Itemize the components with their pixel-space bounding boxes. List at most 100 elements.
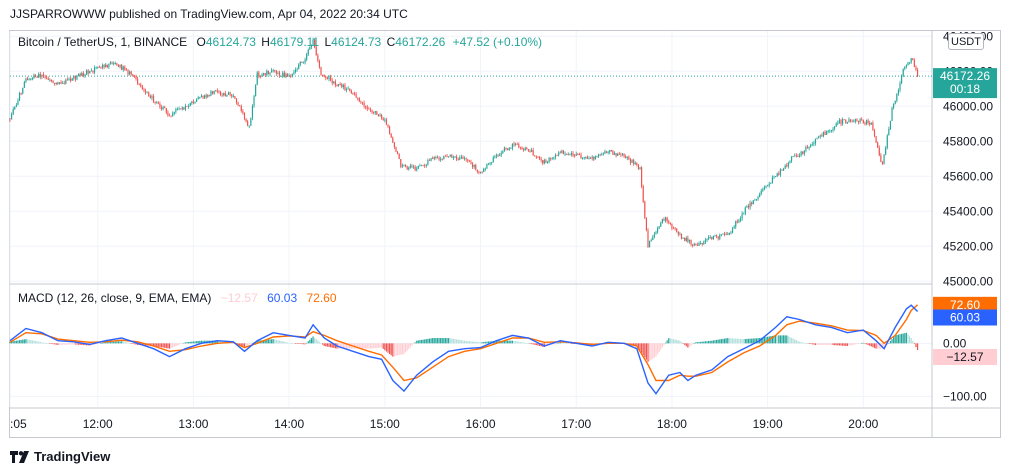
- candle-body: [666, 217, 668, 222]
- candle-body: [467, 159, 469, 161]
- candle-body: [798, 155, 801, 157]
- histogram-bar: [202, 340, 204, 344]
- tradingview-logo[interactable]: TradingView: [10, 449, 110, 464]
- histogram-bar: [74, 343, 76, 345]
- candle-body: [18, 93, 21, 101]
- candle-body: [224, 93, 226, 97]
- candle-body: [79, 73, 81, 76]
- hist-marker-box: [933, 349, 997, 366]
- candle-body: [916, 69, 919, 77]
- histogram-bar: [173, 343, 175, 347]
- candle-body: [538, 157, 541, 159]
- macd-marker-text: 60.03: [950, 311, 980, 325]
- candle-body: [735, 221, 737, 227]
- histogram-bar: [433, 338, 435, 344]
- histogram-bar: [671, 338, 673, 344]
- candle-body: [513, 143, 515, 145]
- candle-body: [706, 238, 708, 240]
- candle-body: [888, 128, 890, 136]
- histogram-bar: [668, 338, 670, 344]
- macd-marker: 60.03: [933, 309, 997, 326]
- candle-body: [580, 154, 582, 159]
- histogram-bar: [904, 333, 906, 344]
- histogram-bar: [658, 343, 660, 352]
- candle-body: [578, 154, 581, 156]
- histogram-bar: [837, 343, 839, 346]
- candle-body: [840, 120, 842, 124]
- candle-body: [232, 96, 234, 97]
- histogram-bar: [869, 343, 871, 346]
- histogram-bar: [719, 339, 721, 344]
- candle-body: [767, 185, 769, 187]
- candle-body: [291, 73, 293, 77]
- histogram-bar: [76, 343, 78, 345]
- histogram-bar: [416, 340, 418, 344]
- candle-body: [515, 143, 517, 145]
- candle-body: [808, 146, 810, 149]
- histogram-bar: [412, 343, 415, 345]
- candle-body: [483, 168, 485, 173]
- candle-body: [121, 64, 123, 70]
- candle-body: [907, 62, 909, 66]
- histogram-bar: [347, 343, 349, 349]
- histogram-bar: [865, 343, 868, 345]
- histogram-bar: [137, 343, 139, 345]
- histogram-bar: [344, 343, 346, 349]
- candle-body: [873, 130, 876, 137]
- candle-body: [267, 70, 269, 75]
- candle-body: [524, 147, 526, 151]
- histogram-bar: [524, 342, 526, 344]
- candle-body: [712, 235, 714, 240]
- histogram-bar: [290, 342, 292, 344]
- candle-body: [237, 102, 239, 106]
- histogram-bar: [341, 343, 343, 349]
- publisher-line: JJSPARROWWW published on TradingView.com…: [10, 7, 408, 21]
- candle-body: [243, 112, 246, 119]
- histogram-bar: [192, 341, 195, 344]
- histogram-bar: [406, 343, 408, 351]
- histogram-bar: [819, 343, 821, 345]
- histogram-bar: [803, 342, 805, 344]
- histogram-bar: [404, 343, 407, 353]
- histogram-bar: [891, 339, 893, 344]
- histogram-bar: [907, 334, 909, 344]
- histogram-bar: [534, 343, 536, 345]
- candle-body: [89, 71, 91, 74]
- candle-body: [245, 118, 247, 122]
- candle-body: [749, 202, 751, 208]
- candle-body: [274, 70, 276, 71]
- candle-body: [304, 59, 306, 63]
- candle-body: [601, 154, 603, 156]
- candle-body: [277, 72, 279, 74]
- histogram-bar: [867, 343, 869, 346]
- histogram-bar: [787, 336, 789, 344]
- candle-body: [680, 234, 683, 239]
- candle-body: [270, 70, 273, 73]
- histogram-bar: [872, 343, 874, 348]
- candle-body: [261, 74, 263, 77]
- currency-unit-button[interactable]: USDT: [948, 33, 984, 50]
- candle-body: [685, 237, 687, 241]
- candle-body: [787, 162, 789, 167]
- candle-body: [781, 169, 783, 171]
- candle-body: [663, 219, 665, 221]
- histogram-bar: [401, 343, 403, 355]
- candle-body: [617, 153, 619, 156]
- histogram-bar: [502, 340, 504, 344]
- histogram-bar: [39, 341, 41, 344]
- histogram-bar: [194, 341, 196, 344]
- candle-body: [436, 157, 439, 159]
- candle-body: [299, 62, 301, 65]
- candle-body: [312, 39, 314, 46]
- candle-body: [491, 162, 493, 164]
- macd-histogram: [9, 332, 919, 362]
- histogram-bar: [883, 343, 885, 349]
- candle-body: [432, 158, 434, 159]
- histogram-bar: [428, 338, 431, 344]
- histogram-bar: [66, 343, 69, 345]
- histogram-bar: [846, 343, 848, 346]
- signal-marker-text: 72.60: [950, 298, 980, 312]
- histogram-bar: [156, 343, 158, 347]
- candle-body: [861, 119, 863, 121]
